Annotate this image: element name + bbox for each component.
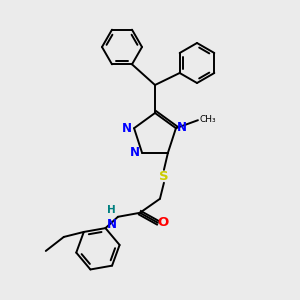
Text: S: S <box>159 170 169 183</box>
Text: N: N <box>107 218 117 231</box>
Text: CH₃: CH₃ <box>200 115 217 124</box>
Text: O: O <box>157 216 169 229</box>
Text: N: N <box>177 121 187 134</box>
Text: N: N <box>130 146 140 159</box>
Text: N: N <box>122 122 132 135</box>
Text: H: H <box>107 205 116 215</box>
